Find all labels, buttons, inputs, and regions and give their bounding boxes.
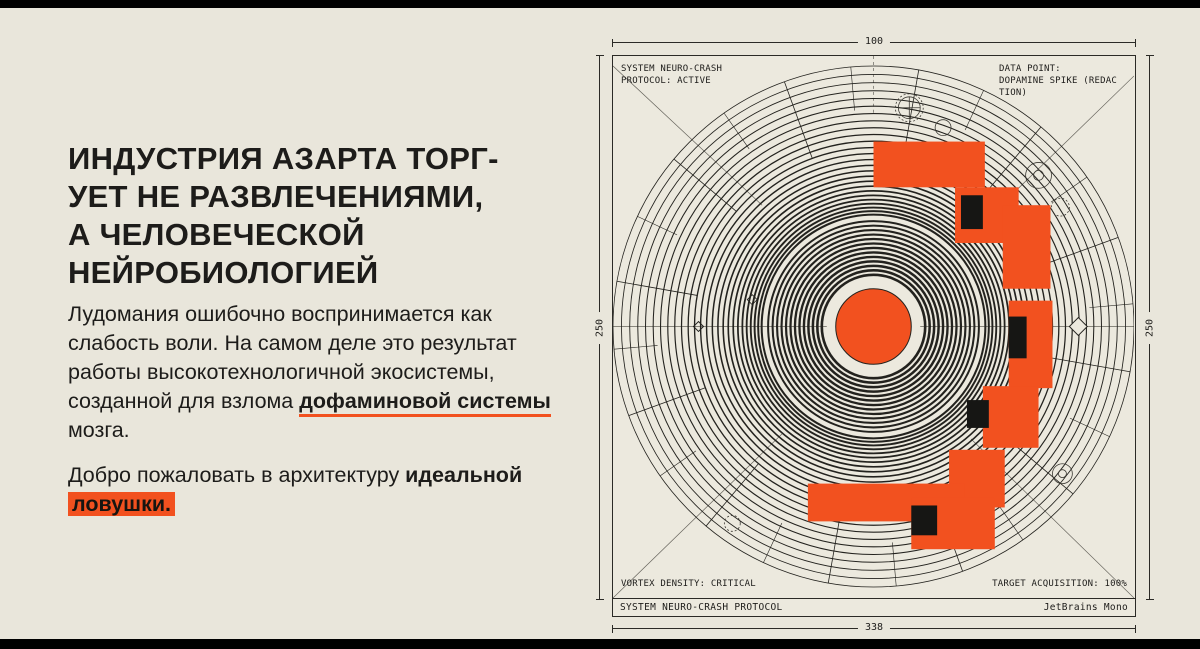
dimension-bottom: 338	[612, 622, 1136, 633]
vortex-spiral-graphic	[613, 56, 1134, 598]
paragraph2-bold: идеальной	[405, 463, 523, 487]
dopamine-core-icon	[826, 279, 921, 374]
axis-diamond-markers	[692, 294, 1088, 337]
diagram-footer-right: JetBrains Mono	[1043, 602, 1128, 613]
diagram-footer: SYSTEM NEURO-CRASH PROTOCOL JetBrains Mo…	[613, 598, 1135, 616]
annotation-top-left: SYSTEM NEURO-CRASH PROTOCOL: ACTIVE	[621, 64, 723, 86]
dimension-top: 100	[612, 36, 1136, 47]
vortex-diagram-frame: SYSTEM NEURO-CRASH PROTOCOL: ACTIVE DATA…	[612, 55, 1136, 617]
glitch-black-squares	[911, 195, 1027, 536]
paragraph1-underlined-term: дофаминовой системы	[299, 389, 551, 417]
paragraph1-text: Лудомания ошибочно воспринимается как сл…	[68, 302, 517, 413]
text-column: ИНДУСТРИЯ АЗАРТА ТОРГ- УЕТ НЕ РАЗВЛЕЧЕНИ…	[68, 140, 573, 535]
dimension-right: 250	[1144, 55, 1156, 600]
vortex-diagram	[613, 56, 1134, 598]
dimension-right-value: 250	[1144, 311, 1156, 344]
dimension-bottom-value: 338	[857, 622, 891, 633]
annotation-bottom-right: TARGET ACQUISITION: 100%	[992, 579, 1127, 589]
paragraph2-highlighted-term: ловушки.	[68, 492, 176, 516]
body-paragraph-1: Лудомания ошибочно воспринимается как сл…	[68, 300, 573, 445]
diagram-footer-left: SYSTEM NEURO-CRASH PROTOCOL	[620, 602, 783, 613]
paragraph1-tail: мозга.	[68, 418, 130, 442]
body-paragraph-2: Добро пожаловать в архитектуру идеальной…	[68, 461, 573, 519]
paragraph2-text: Добро пожаловать в архитектуру	[68, 463, 406, 487]
page-title: ИНДУСТРИЯ АЗАРТА ТОРГ- УЕТ НЕ РАЗВЛЕЧЕНИ…	[68, 141, 499, 290]
gear-icon	[723, 93, 1073, 532]
dimension-left-value: 250	[594, 311, 606, 344]
annotation-bottom-left: VORTEX DENSITY: CRITICAL	[621, 579, 756, 589]
letterbox-top	[0, 0, 1200, 8]
dimension-top-value: 100	[857, 36, 891, 47]
annotation-top-right: DATA POINT: DOPAMINE SPIKE (REDAC TION)	[999, 64, 1117, 98]
dimension-left: 250	[594, 55, 606, 600]
letterbox-bottom	[0, 639, 1200, 649]
